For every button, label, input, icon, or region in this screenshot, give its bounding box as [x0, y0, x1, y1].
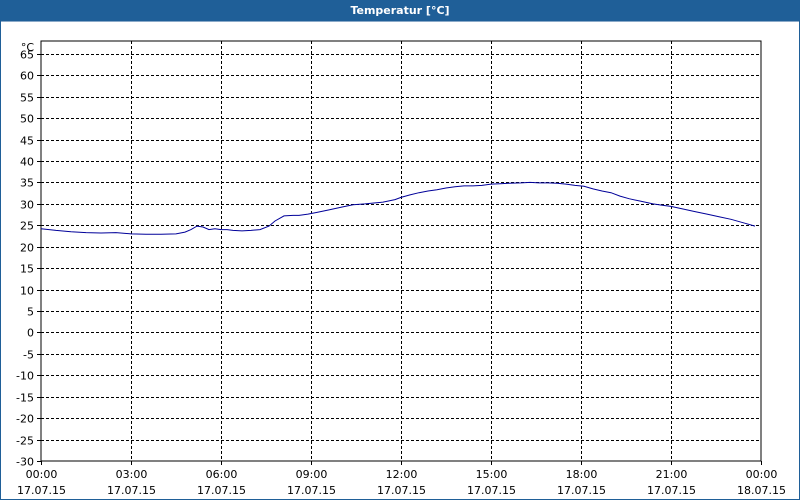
y-tick-label: -30 — [16, 456, 34, 469]
y-tick-label: 60 — [20, 70, 34, 83]
y-tick-label: -25 — [16, 435, 34, 448]
y-tick-label: 20 — [20, 242, 34, 255]
y-tick-label: 65 — [20, 49, 34, 62]
x-tick-time-label: 03:00 — [116, 468, 148, 481]
x-tick-date-label: 17.07.15 — [647, 484, 696, 497]
x-tick-date-label: 17.07.15 — [287, 484, 336, 497]
x-tick-date-label: 17.07.15 — [197, 484, 246, 497]
x-tick-time-label: 06:00 — [206, 468, 238, 481]
x-tick-time-label: 18:00 — [566, 468, 598, 481]
y-tick-label: -20 — [16, 413, 34, 426]
y-tick-label: 0 — [27, 327, 34, 340]
x-axis: 00:00 17.07.15 03:00 17.07.15 06:00 17.07.15 0… — [17, 461, 786, 497]
x-tick-date-label: 18.07.15 — [737, 484, 786, 497]
y-tick-label: -5 — [23, 349, 34, 362]
window-title: Temperatur [°C] — [1, 1, 799, 22]
x-tick-date-label: 17.07.15 — [467, 484, 516, 497]
x-tick-date-label: 17.07.15 — [17, 484, 66, 497]
temperature-chart: 65605550454035302520151050-5-10-15-20-25… — [16, 40, 786, 497]
x-tick-date-label: 17.07.15 — [107, 484, 156, 497]
y-tick-label: 45 — [20, 135, 34, 148]
y-tick-label: 25 — [20, 220, 34, 233]
x-tick-time-label: 00:00 — [26, 468, 58, 481]
x-tick-time-label: 21:00 — [656, 468, 688, 481]
x-tick-time-label: 15:00 — [476, 468, 508, 481]
y-tick-label: 50 — [20, 113, 34, 126]
x-tick-date-label: 17.07.15 — [557, 484, 606, 497]
y-tick-label: -15 — [16, 392, 34, 405]
y-tick-label: 30 — [20, 199, 34, 212]
y-unit-label: °C — [21, 41, 35, 54]
grid-layer — [41, 41, 761, 461]
x-tick-date-label: 17.07.15 — [377, 484, 426, 497]
y-tick-label: 55 — [20, 92, 34, 105]
y-tick-label: 10 — [20, 285, 34, 298]
y-tick-label: 5 — [27, 306, 34, 319]
y-tick-label: -10 — [16, 370, 34, 383]
x-tick-time-label: 00:00 — [746, 468, 778, 481]
y-tick-label: 35 — [20, 177, 34, 190]
y-tick-label: 40 — [20, 156, 34, 169]
x-tick-time-label: 12:00 — [386, 468, 418, 481]
x-tick-time-label: 09:00 — [296, 468, 328, 481]
temperature-series-line — [40, 181, 756, 235]
y-axis: 65605550454035302520151050-5-10-15-20-25… — [16, 49, 41, 469]
y-tick-label: 15 — [20, 263, 34, 276]
